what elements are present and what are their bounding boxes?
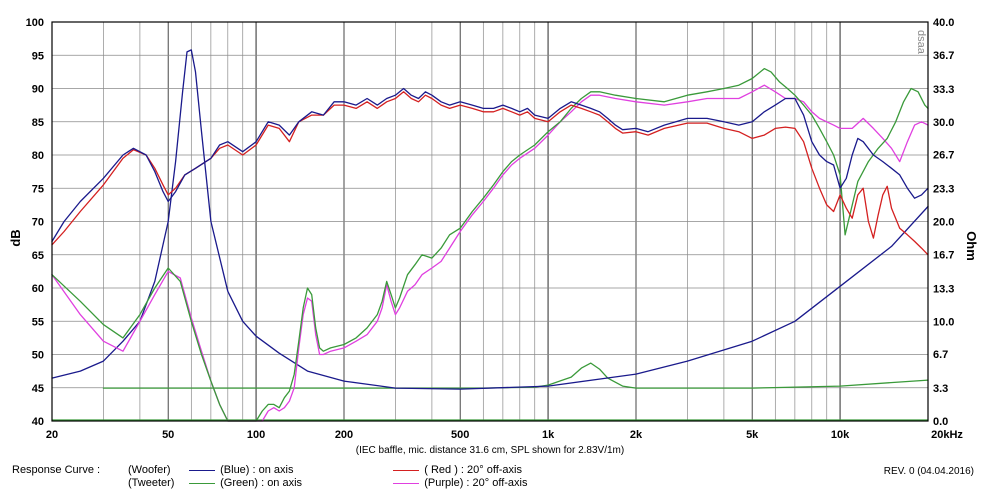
- y-tick-label: 95: [32, 50, 44, 62]
- x-tick-label: 100: [247, 429, 265, 441]
- y-tick-label: 80: [32, 150, 44, 162]
- y-tick-label: 60: [32, 283, 44, 295]
- legend-line-purple: [393, 483, 419, 484]
- y2-tick-label: 30.0: [933, 117, 954, 129]
- y-tick-label: 90: [32, 84, 44, 96]
- y-tick-label: 85: [32, 117, 44, 129]
- series-line-purple-20-off-axis: [52, 85, 928, 421]
- y2-tick-label: 26.7: [933, 150, 954, 162]
- y-tick-labels: 40 45 50 55 60 65 70 75 80 85 90 95 100: [26, 17, 44, 428]
- legend-line-green: [189, 483, 215, 484]
- legend-driver-woofer: (Woofer): [128, 464, 186, 477]
- y-tick-label: 40: [32, 416, 44, 428]
- y2-tick-label: 16.7: [933, 249, 954, 261]
- series-line-tweeter-impedance: [103, 363, 928, 388]
- legend-title: Response Curve :: [12, 464, 100, 477]
- legend-row-woofer: (Woofer) (Blue) : on axis ( Red ) : 20° …: [128, 464, 522, 477]
- legend-label-purple: (Purple) : 20° off-axis: [424, 477, 527, 489]
- y2-tick-label: 6.7: [933, 349, 948, 361]
- y2-tick-labels: 0.0 3.3 6.7 10.0 13.3 16.7 20.0 23.3 26.7 30.0 33.…: [933, 17, 954, 428]
- y-tick-label: 70: [32, 217, 44, 229]
- legend-label-red: ( Red ) : 20° off-axis: [424, 464, 522, 476]
- x-tick-label: 200: [335, 429, 353, 441]
- y2-tick-label: 3.3: [933, 383, 948, 395]
- chart-annotation: (IEC baffle, mic. distance 31.6 cm, SPL …: [356, 445, 624, 456]
- legend-line-red: [393, 470, 419, 471]
- legend-driver-tweeter: (Tweeter): [128, 477, 186, 490]
- x-tick-label: 10k: [831, 429, 850, 441]
- x-tick-label: 500: [451, 429, 469, 441]
- x-tick-label: 20: [46, 429, 58, 441]
- y2-tick-label: 10.0: [933, 316, 954, 328]
- y2-tick-label: 33.3: [933, 84, 954, 96]
- y2-tick-label: 23.3: [933, 184, 954, 196]
- y-tick-label: 50: [32, 350, 44, 362]
- revision-label: REV. 0 (04.04.2016): [884, 466, 974, 477]
- legend-line-blue: [189, 470, 215, 471]
- y2-tick-label: 36.7: [933, 50, 954, 62]
- x-tick-labels: 20 50 100 200 500 1k 2k 5k 10k 20kHz: [46, 429, 964, 441]
- y-tick-label: 100: [26, 17, 44, 29]
- x-tick-label: 5k: [746, 429, 759, 441]
- x-tick-label: 2k: [630, 429, 643, 441]
- x-tick-label: 1k: [542, 429, 555, 441]
- chart-curves: [52, 50, 928, 421]
- y2-tick-label: 0.0: [933, 416, 948, 428]
- watermark-text: dsaa: [915, 30, 927, 55]
- y2-tick-label: 13.3: [933, 283, 954, 295]
- y2-tick-label: 40.0: [933, 17, 954, 29]
- x-tick-label: 20kHz: [931, 429, 963, 441]
- y-axis-label: dB: [8, 229, 23, 246]
- y2-tick-label: 20.0: [933, 217, 954, 229]
- y2-axis-label: Ohm: [964, 231, 979, 261]
- legend-row-tweeter: (Tweeter) (Green) : on axis (Purple) : 2…: [128, 477, 528, 490]
- series-line-red-20-off-axis: [52, 92, 928, 255]
- y-tick-label: 55: [32, 316, 44, 328]
- y-tick-label: 65: [32, 250, 44, 262]
- x-tick-label: 50: [162, 429, 174, 441]
- legend-label-green: (Green) : on axis: [220, 477, 390, 490]
- y-tick-label: 45: [32, 383, 44, 395]
- y-tick-label: 75: [32, 183, 44, 195]
- legend-label-blue: (Blue) : on axis: [220, 464, 390, 477]
